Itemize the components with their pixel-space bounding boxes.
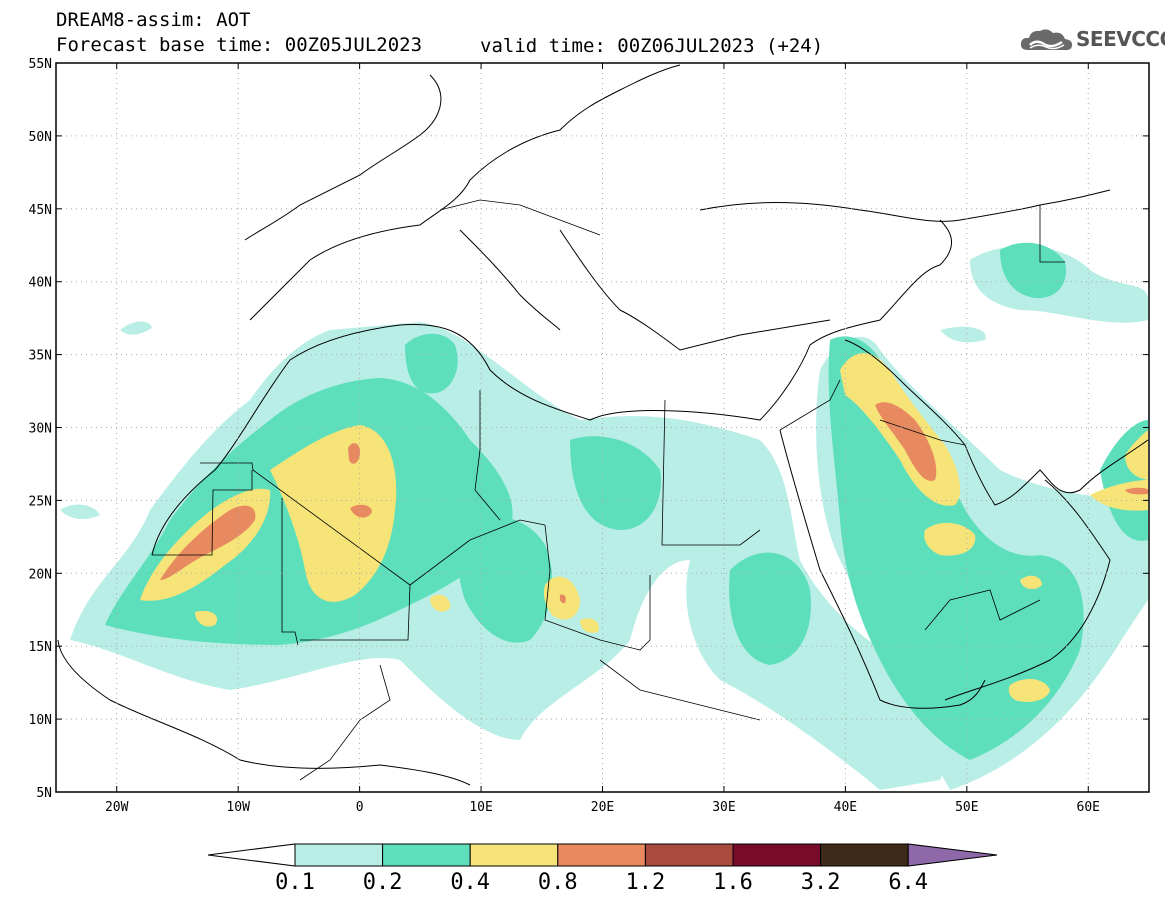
title-line-1: DREAM8-assim: AOT [56,9,251,31]
lat-tick-label: 50N [29,130,52,145]
colorbar-segment [294,843,384,867]
lon-tick-label: 60E [1077,800,1100,815]
lat-tick-label: 45N [29,203,52,218]
lat-tick-label: 40N [29,276,52,291]
colorbar-level-label: 0.8 [537,870,578,895]
colorbar-level-label: 6.4 [888,870,929,895]
lat-tick-label: 15N [29,640,52,655]
lat-tick-label: 35N [29,349,52,364]
colorbar-segment [732,843,822,867]
longitude-labels: 20W 10W 0 10E 20E 30E 40E 50E 60E [105,800,1100,815]
aot-field [60,242,1148,790]
country-borders [152,199,1065,781]
valid-time: valid time: 00Z06JUL2023 (+24) [480,35,824,57]
lon-tick-label: 10W [226,800,250,815]
colorbar-under-arrow [207,843,296,867]
latitude-labels: 55N 50N 45N 40N 35N 30N 25N 20N 15N 10N 5N [29,57,52,801]
seevccc-logo: SEEVCCC [1018,24,1165,56]
colorbar-segment [820,843,909,867]
lon-tick-label: 10E [469,800,492,815]
lon-tick-label: 0 [356,800,364,815]
coastlines [57,64,1149,786]
logo-text: SEEVCCC [1076,27,1165,51]
cloud-icon [1020,29,1073,51]
lon-tick-label: 40E [834,800,857,815]
colorbar-level-label: 0.4 [450,870,491,895]
lon-tick-label: 20E [591,800,614,815]
lon-tick-label: 50E [955,800,978,815]
colorbar-level-label: 1.2 [625,870,666,895]
colorbar-level-label: 0.1 [275,870,315,895]
colorbar-segment [382,843,471,867]
base-time: Forecast base time: 00Z05JUL2023 [56,34,423,56]
lon-tick-label: 20W [105,800,129,815]
lat-tick-label: 10N [29,713,52,728]
lat-tick-label: 30N [29,422,52,437]
lon-tick-label: 30E [712,800,735,815]
colorbar-segment [469,843,559,867]
colorbar-level-label: 1.6 [713,870,753,895]
lat-tick-label: 55N [29,57,52,72]
lat-tick-label: 25N [29,494,52,509]
colorbar-segment [557,843,646,867]
colorbar-level-label: 0.2 [362,870,403,895]
colorbar-level-label: 3.2 [800,870,841,895]
aot-level-0-8 [160,402,1148,604]
lat-tick-label: 20N [29,567,52,582]
colorbar-over-arrow [907,843,998,867]
axis-ticks [56,62,1149,793]
colorbar-segment [644,843,734,867]
colorbar [207,843,998,867]
lat-tick-label: 5N [36,786,52,801]
